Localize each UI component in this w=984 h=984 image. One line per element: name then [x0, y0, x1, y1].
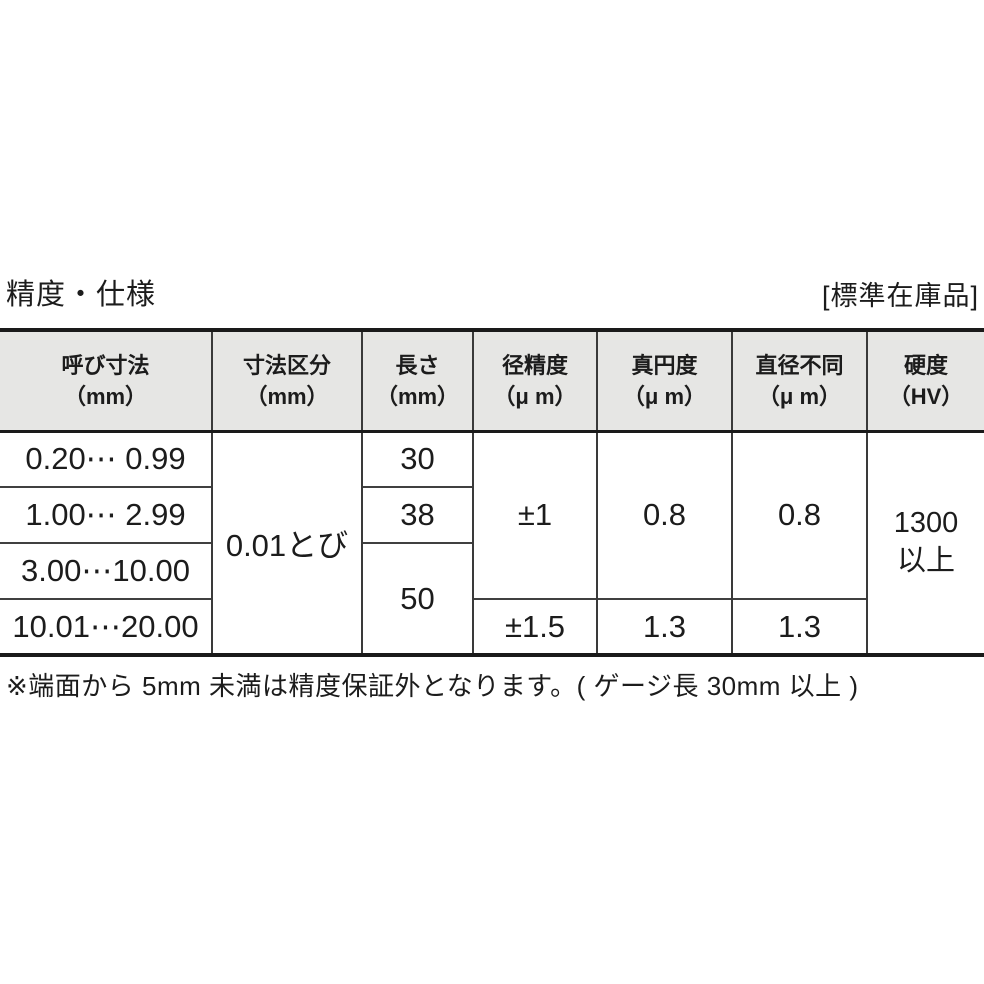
table-row: 1.00⋯ 2.99 38: [0, 486, 984, 543]
col-header-diameter-accuracy: 径精度 （μ m）: [472, 330, 597, 433]
cell-roundness: 1.3: [596, 598, 732, 655]
spec-table-head: 呼び寸法 （mm） 寸法区分 （mm） 長さ （mm） 径精度 （μ m） 真円…: [0, 330, 984, 433]
col-header-unit: （μ m）: [622, 383, 707, 409]
cell-diameter-variation: 1.3: [731, 598, 867, 655]
header-row: 呼び寸法 （mm） 寸法区分 （mm） 長さ （mm） 径精度 （μ m） 真円…: [0, 330, 984, 433]
cell-nominal-range: 3.00⋯10.00: [0, 542, 212, 599]
col-header-nominal-size: 呼び寸法 （mm）: [0, 330, 212, 433]
col-header-label: 硬度: [903, 352, 948, 378]
col-header-unit: （μ m）: [493, 383, 577, 409]
cell-diameter-variation: 0.8: [731, 431, 867, 599]
col-header-unit: （mm）: [63, 383, 148, 409]
hardness-value: 1300: [893, 507, 959, 540]
col-header-unit: （HV）: [888, 383, 964, 409]
cell-roundness: 0.8: [596, 431, 732, 599]
col-header-label: 真円度: [631, 352, 698, 378]
page-title: 精度・仕様: [6, 279, 157, 311]
col-header-label: 寸法区分: [242, 352, 331, 378]
catalog-spec-page: 精度・仕様 [標準在庫品] 呼び寸法 （mm） 寸法区分 （mm）: [0, 271, 984, 701]
col-header-label: 径精度: [501, 352, 568, 378]
col-header-label: 呼び寸法: [61, 352, 150, 378]
cell-size-increment: 0.01とび: [211, 431, 362, 655]
hardness-qualifier: 以上: [896, 544, 955, 577]
col-header-label: 長さ: [395, 352, 440, 378]
table-row: 0.20⋯ 0.99 0.01とび 30 ±1 0.8 0.8 1300 以上: [0, 431, 984, 655]
col-header-roundness: 真円度 （μ m）: [596, 330, 732, 433]
cell-hardness: 1300 以上: [866, 431, 984, 655]
table-row: 3.00⋯10.00 50: [0, 542, 984, 655]
spec-table-body: 0.20⋯ 0.99 0.01とび 30 ±1 0.8 0.8 1300 以上 …: [0, 431, 984, 655]
col-header-unit: （μ m）: [757, 383, 842, 409]
col-header-hardness: 硬度 （HV）: [866, 330, 984, 433]
cell-nominal-range: 0.20⋯ 0.99: [25, 441, 186, 477]
spec-table: 呼び寸法 （mm） 寸法区分 （mm） 長さ （mm） 径精度 （μ m） 真円…: [0, 328, 984, 657]
cell-length: 50: [361, 542, 473, 655]
col-header-unit: （mm）: [375, 383, 460, 409]
col-header-diameter-variation: 直径不同 （μ m）: [731, 330, 867, 433]
stock-status-label: [標準在庫品]: [821, 281, 979, 311]
col-header-size-increment: 寸法区分 （mm）: [211, 330, 362, 433]
table-header-bar: 精度・仕様 [標準在庫品]: [0, 271, 984, 313]
col-header-length: 長さ （mm）: [361, 330, 473, 433]
col-header-unit: （mm）: [245, 383, 329, 409]
table-row: 10.01⋯20.00 ±1.5 1.3 1.3: [0, 598, 984, 655]
cell-nominal-range: 10.01⋯20.00: [0, 598, 212, 655]
footnote: ※端面から 5mm 未満は精度保証外となります。( ゲージ長 30mm 以上 ): [6, 671, 859, 701]
cell-diameter-accuracy: ±1: [472, 431, 597, 599]
cell-length: 38: [361, 486, 473, 543]
col-header-label: 直径不同: [755, 352, 844, 378]
cell-diameter-accuracy: ±1.5: [472, 598, 597, 655]
cell-length: 30: [361, 431, 473, 487]
cell-nominal-range: 1.00⋯ 2.99: [0, 486, 212, 543]
